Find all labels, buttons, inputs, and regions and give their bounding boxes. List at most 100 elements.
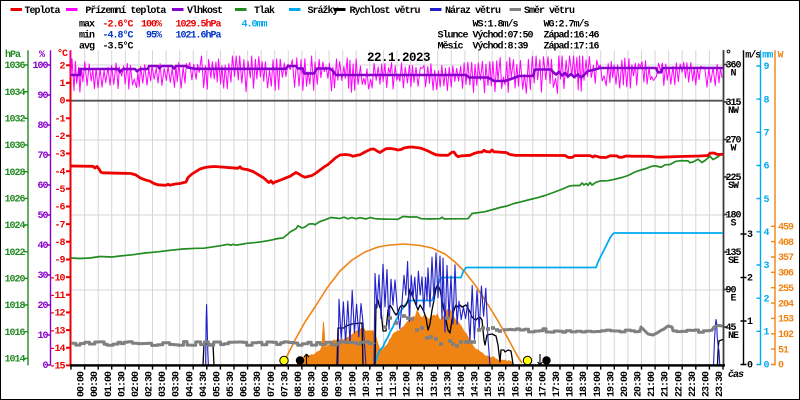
svg-text:WS:1.8m/s: WS:1.8m/s: [473, 19, 519, 31]
svg-text:3: 3: [747, 230, 753, 241]
svg-text:1016: 1016: [4, 328, 25, 339]
svg-text:1032: 1032: [4, 115, 25, 126]
svg-text:0: 0: [747, 361, 753, 372]
svg-text:135: 135: [726, 248, 742, 259]
svg-text:-10: -10: [49, 273, 65, 284]
svg-text:09:30: 09:30: [335, 371, 346, 397]
svg-text:459: 459: [778, 223, 794, 234]
svg-text:80: 80: [37, 121, 48, 132]
svg-text:1029.5hPa: 1029.5hPa: [176, 19, 222, 31]
svg-text:17:00: 17:00: [538, 371, 549, 397]
svg-text:50: 50: [37, 211, 48, 222]
svg-text:05:00: 05:00: [212, 371, 223, 397]
svg-text:00:00: 00:00: [77, 371, 88, 397]
svg-text:1028: 1028: [4, 168, 25, 179]
svg-text:04:00: 04:00: [185, 371, 196, 397]
svg-text:-12: -12: [49, 309, 65, 320]
svg-text:-4.8°C: -4.8°C: [103, 30, 134, 42]
svg-text:čas: čas: [728, 369, 744, 381]
svg-text:0: 0: [42, 361, 48, 372]
svg-text:-15: -15: [49, 362, 65, 373]
svg-text:avg: avg: [79, 42, 95, 53]
svg-text:E: E: [730, 294, 736, 305]
svg-text:min: min: [79, 30, 95, 42]
svg-text:Vlhkost: Vlhkost: [187, 5, 223, 17]
svg-text:03:00: 03:00: [158, 371, 169, 397]
svg-text:04:30: 04:30: [199, 371, 210, 397]
svg-text:00:30: 00:30: [90, 371, 101, 397]
svg-text:255: 255: [778, 284, 794, 295]
svg-text:11:30: 11:30: [389, 371, 400, 397]
svg-text:Srážky: Srážky: [308, 5, 339, 17]
svg-text:08:30: 08:30: [308, 371, 319, 397]
svg-text:0: 0: [764, 361, 770, 372]
svg-text:1036: 1036: [4, 61, 25, 72]
svg-text:20:00: 20:00: [620, 371, 631, 397]
svg-text:16:00: 16:00: [511, 371, 522, 397]
svg-text:23:30: 23:30: [715, 371, 726, 397]
svg-text:Přízemní teplota: Přízemní teplota: [85, 5, 166, 17]
svg-text:15:00: 15:00: [484, 371, 495, 397]
svg-text:14:00: 14:00: [457, 371, 468, 397]
svg-text:1021.6hPa: 1021.6hPa: [176, 30, 222, 42]
svg-text:°C: °C: [57, 48, 68, 60]
svg-text:18:00: 18:00: [566, 371, 577, 397]
svg-text:06:30: 06:30: [253, 371, 264, 397]
svg-text:7: 7: [764, 129, 770, 140]
svg-text:60: 60: [37, 181, 48, 192]
svg-text:07:30: 07:30: [280, 371, 291, 397]
svg-text:360: 360: [726, 61, 742, 72]
svg-text:153: 153: [778, 315, 794, 326]
svg-text:1: 1: [59, 79, 65, 90]
svg-text:hPa: hPa: [5, 49, 21, 61]
svg-text:10:30: 10:30: [362, 371, 373, 397]
svg-text:90: 90: [37, 91, 48, 102]
svg-text:23:00: 23:00: [701, 371, 712, 397]
svg-text:-13: -13: [49, 326, 65, 337]
svg-text:22:30: 22:30: [688, 371, 699, 397]
svg-text:102: 102: [778, 330, 794, 341]
svg-text:1020: 1020: [4, 275, 25, 286]
svg-text:-2: -2: [54, 132, 65, 143]
svg-text:W: W: [778, 51, 784, 62]
svg-text:95%: 95%: [146, 31, 162, 42]
svg-text:Rychlost větru: Rychlost větru: [350, 5, 421, 17]
svg-text:Teplota: Teplota: [25, 5, 61, 17]
svg-text:-3.5°C: -3.5°C: [103, 41, 134, 53]
svg-text:1: 1: [764, 328, 770, 339]
svg-text:NE: NE: [728, 331, 739, 342]
svg-text:W: W: [730, 144, 736, 155]
svg-text:2: 2: [764, 294, 770, 305]
svg-text:51: 51: [778, 345, 789, 356]
svg-text:WG:2.7m/s: WG:2.7m/s: [544, 19, 590, 31]
svg-text:1026: 1026: [4, 195, 25, 206]
svg-text:Směr větru: Směr větru: [524, 5, 575, 17]
svg-text:6: 6: [764, 162, 770, 173]
svg-text:21:00: 21:00: [647, 371, 658, 397]
svg-text:Tlak: Tlak: [254, 5, 275, 17]
svg-text:20: 20: [37, 301, 48, 312]
svg-text:%: %: [39, 50, 45, 61]
svg-text:225: 225: [726, 173, 742, 184]
svg-text:-11: -11: [49, 291, 65, 302]
svg-text:09:00: 09:00: [321, 371, 332, 397]
svg-text:Slunce: Slunce: [438, 30, 469, 42]
svg-text:05:30: 05:30: [226, 371, 237, 397]
svg-text:1024: 1024: [4, 221, 25, 232]
svg-text:13:00: 13:00: [430, 371, 441, 397]
svg-text:12:00: 12:00: [403, 371, 414, 397]
svg-text:306: 306: [778, 269, 794, 280]
svg-text:8: 8: [764, 95, 770, 106]
svg-text:Východ:8:39: Východ:8:39: [473, 41, 529, 53]
svg-text:m/s: m/s: [745, 50, 761, 62]
svg-text:Východ:07:50: Východ:07:50: [473, 30, 534, 42]
svg-text:Západ:16:46: Západ:16:46: [544, 30, 600, 42]
svg-text:4.0mm: 4.0mm: [242, 20, 268, 31]
svg-text:08:00: 08:00: [294, 371, 305, 397]
svg-text:mm: mm: [762, 51, 773, 62]
svg-text:-2.6°C: -2.6°C: [103, 19, 134, 31]
svg-text:408: 408: [778, 238, 794, 249]
svg-text:1022: 1022: [4, 248, 25, 259]
svg-text:0: 0: [778, 361, 784, 372]
svg-text:Západ:17:16: Západ:17:16: [544, 41, 600, 53]
